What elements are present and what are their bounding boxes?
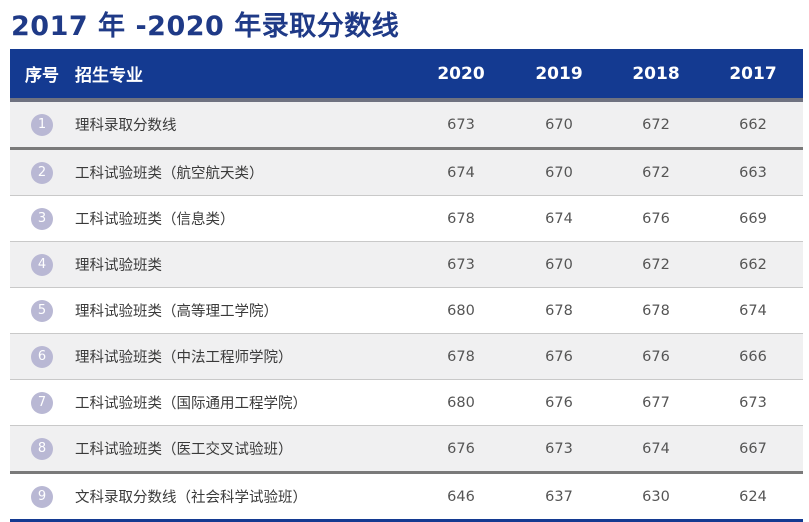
score-2017: 674 [739, 302, 767, 319]
major-name: 工科试验班类（国际通用工程学院） [75, 396, 307, 412]
table-row: 9 文科录取分数线（社会科学试验班） 646 637 630 624 [10, 474, 803, 519]
header-num: 序号 [25, 66, 59, 86]
table-row: 6 理科试验班类（中法工程师学院） 678 676 676 666 [10, 334, 803, 379]
row-number-badge: 3 [31, 207, 53, 230]
score-2019: 676 [545, 348, 573, 365]
table-row: 7 工科试验班类（国际通用工程学院） 680 676 677 673 [10, 380, 803, 425]
table-row: 8 工科试验班类（医工交叉试验班） 676 673 674 667 [10, 426, 803, 471]
table-header: 序号 招生专业 2020 2019 2018 2017 [10, 49, 803, 98]
row-number-badge: 7 [31, 391, 53, 414]
score-2020: 680 [447, 394, 475, 411]
row-divider [10, 425, 803, 426]
row-divider [10, 379, 803, 380]
page-title: 2017 年 -2020 年录取分数线 [11, 11, 400, 42]
score-2018: 630 [642, 488, 670, 505]
major-name: 理科试验班类（高等理工学院） [75, 304, 278, 320]
table-row: 4 理科试验班类 673 670 672 662 [10, 242, 803, 287]
score-2020: 646 [447, 488, 475, 505]
score-2018: 672 [642, 256, 670, 273]
major-name: 工科试验班类（医工交叉试验班） [75, 442, 293, 458]
score-2020: 678 [447, 348, 475, 365]
score-2018: 677 [642, 394, 670, 411]
row-divider [10, 195, 803, 196]
row-divider [10, 147, 803, 150]
score-2018: 672 [642, 116, 670, 133]
score-2020: 674 [447, 164, 475, 181]
table-row: 5 理科试验班类（高等理工学院） 680 678 678 674 [10, 288, 803, 333]
header-2019: 2019 [535, 63, 583, 84]
score-2019: 673 [545, 440, 573, 457]
header-major: 招生专业 [75, 66, 143, 86]
row-divider [10, 287, 803, 288]
row-divider [10, 333, 803, 334]
score-2017: 663 [739, 164, 767, 181]
score-2020: 678 [447, 210, 475, 227]
score-2018: 674 [642, 440, 670, 457]
score-2020: 676 [447, 440, 475, 457]
major-name: 工科试验班类（信息类） [75, 212, 235, 228]
score-2019: 674 [545, 210, 573, 227]
header-2018: 2018 [632, 63, 680, 84]
score-2019: 676 [545, 394, 573, 411]
score-2020: 673 [447, 256, 475, 273]
score-2017: 662 [739, 116, 767, 133]
score-2017: 666 [739, 348, 767, 365]
row-number-badge: 6 [31, 345, 53, 368]
score-2019: 678 [545, 302, 573, 319]
major-name: 文科录取分数线（社会科学试验班） [75, 490, 307, 506]
row-divider [10, 471, 803, 474]
score-2018: 676 [642, 348, 670, 365]
row-number-badge: 8 [31, 437, 53, 460]
major-name: 理科试验班类（中法工程师学院） [75, 350, 293, 366]
header-divider [10, 98, 803, 102]
score-2017: 669 [739, 210, 767, 227]
score-2020: 680 [447, 302, 475, 319]
score-table: 序号 招生专业 2020 2019 2018 2017 1 理科录取分数线 67… [10, 49, 803, 522]
major-name: 工科试验班类（航空航天类） [75, 166, 264, 182]
score-2017: 624 [739, 488, 767, 505]
score-2017: 662 [739, 256, 767, 273]
major-name: 理科试验班类 [75, 258, 162, 274]
score-2020: 673 [447, 116, 475, 133]
table-row: 3 工科试验班类（信息类） 678 674 676 669 [10, 196, 803, 241]
header-2020: 2020 [437, 63, 485, 84]
score-2018: 678 [642, 302, 670, 319]
score-2017: 673 [739, 394, 767, 411]
major-name: 理科录取分数线 [75, 118, 177, 134]
row-number-badge: 4 [31, 253, 53, 276]
score-2019: 670 [545, 116, 573, 133]
row-number-badge: 2 [31, 161, 53, 184]
score-2019: 670 [545, 256, 573, 273]
header-2017: 2017 [729, 63, 777, 84]
score-2018: 672 [642, 164, 670, 181]
table-row: 1 理科录取分数线 673 670 672 662 [10, 102, 803, 147]
table-row: 2 工科试验班类（航空航天类） 674 670 672 663 [10, 150, 803, 195]
row-number-badge: 9 [31, 485, 53, 508]
row-number-badge: 1 [31, 113, 53, 136]
score-2019: 637 [545, 488, 573, 505]
score-2017: 667 [739, 440, 767, 457]
score-2019: 670 [545, 164, 573, 181]
row-number-badge: 5 [31, 299, 53, 322]
score-2018: 676 [642, 210, 670, 227]
row-divider [10, 241, 803, 242]
